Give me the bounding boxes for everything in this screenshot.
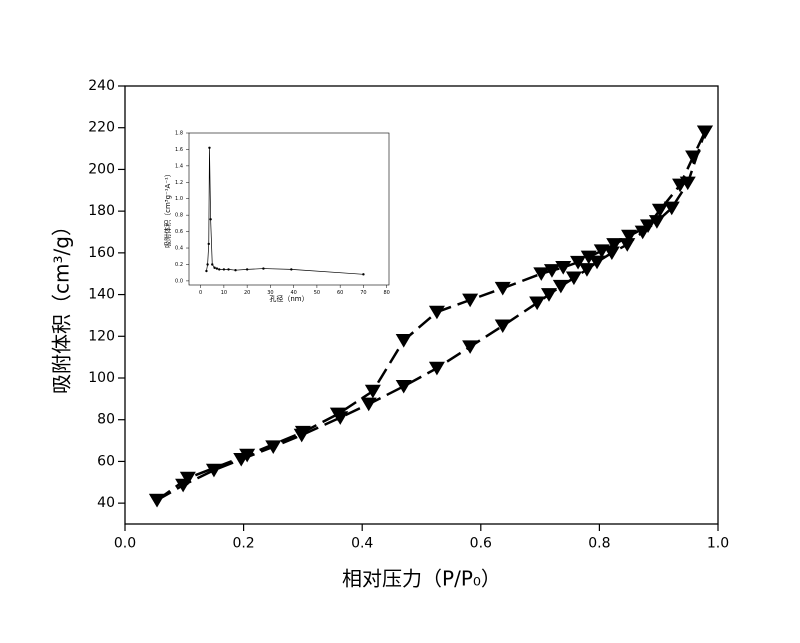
marker bbox=[552, 279, 569, 294]
marker bbox=[360, 397, 377, 412]
marker bbox=[533, 267, 550, 281]
x-tick-label: 80 bbox=[383, 290, 389, 296]
inset-background bbox=[189, 133, 389, 285]
y-tick-label: 0.0 bbox=[175, 278, 183, 284]
x-tick-label: 0.4 bbox=[351, 536, 373, 552]
marker bbox=[265, 440, 282, 455]
marker bbox=[570, 255, 587, 270]
x-tick-label: 70 bbox=[360, 290, 366, 296]
y-tick-label: 1.0 bbox=[175, 196, 183, 202]
marker bbox=[428, 305, 445, 320]
marker bbox=[206, 263, 209, 266]
plot-frame bbox=[124, 85, 719, 525]
y-axis-label: 吸附体积（cm³/g） bbox=[50, 216, 74, 394]
marker bbox=[696, 125, 713, 140]
marker bbox=[619, 238, 636, 252]
marker bbox=[222, 268, 226, 271]
y-tick-label: 0.8 bbox=[175, 213, 183, 219]
marker bbox=[685, 150, 702, 165]
marker bbox=[329, 407, 346, 422]
marker bbox=[606, 238, 623, 252]
marker bbox=[395, 334, 412, 348]
y-tick-label: 1.8 bbox=[175, 131, 183, 137]
x-axis-label: 孔径（nm） bbox=[269, 294, 308, 303]
marker bbox=[462, 340, 479, 354]
y-tick-label: 1.4 bbox=[175, 163, 183, 169]
y-tick-label: 100 bbox=[88, 370, 115, 386]
x-tick-label: 0.0 bbox=[114, 536, 136, 552]
y-tick-label: 240 bbox=[88, 78, 115, 94]
y-tick-label: 200 bbox=[88, 161, 115, 177]
y-tick-label: 60 bbox=[97, 453, 115, 469]
marker bbox=[290, 268, 293, 271]
marker bbox=[462, 293, 479, 308]
x-tick-label: 0.8 bbox=[588, 536, 610, 552]
x-tick-label: 0.6 bbox=[470, 536, 492, 552]
marker bbox=[234, 269, 237, 272]
marker bbox=[149, 493, 166, 508]
x-tick-label: 60 bbox=[337, 290, 343, 296]
y-tick-label: 40 bbox=[97, 495, 115, 511]
x-tick-label: 1.0 bbox=[707, 536, 729, 552]
x-axis-label: 相对压力（P/P₀） bbox=[342, 567, 501, 591]
y-tick-label: 220 bbox=[88, 120, 115, 136]
y-tick-label: 80 bbox=[97, 412, 115, 428]
marker bbox=[494, 281, 511, 296]
y-tick-label: 0.4 bbox=[175, 246, 183, 252]
marker bbox=[262, 267, 265, 270]
marker bbox=[529, 296, 546, 311]
y-tick-label: 180 bbox=[88, 203, 115, 219]
y-tick-label: 0.2 bbox=[175, 262, 183, 268]
x-tick-label: 40 bbox=[290, 290, 296, 296]
y-tick-label: 120 bbox=[88, 328, 115, 344]
marker bbox=[207, 242, 210, 246]
marker bbox=[208, 146, 211, 149]
marker bbox=[227, 268, 230, 271]
marker bbox=[621, 229, 638, 244]
marker bbox=[245, 268, 249, 271]
marker bbox=[209, 218, 212, 221]
y-axis-label: 吸附体积（cm³g⁻¹A⁻¹） bbox=[163, 170, 172, 248]
marker bbox=[651, 203, 668, 218]
marker bbox=[593, 244, 610, 258]
marker bbox=[215, 267, 219, 270]
marker bbox=[213, 266, 216, 269]
marker bbox=[565, 271, 582, 286]
y-tick-label: 1.2 bbox=[175, 180, 183, 186]
marker bbox=[663, 201, 680, 216]
marker bbox=[239, 448, 256, 463]
marker bbox=[364, 384, 381, 399]
marker bbox=[543, 264, 560, 278]
marker bbox=[494, 319, 511, 334]
x-tick-label: 20 bbox=[244, 290, 250, 296]
marker bbox=[205, 269, 208, 273]
marker bbox=[640, 219, 657, 233]
x-tick-label: 30 bbox=[267, 290, 273, 296]
marker bbox=[540, 288, 557, 302]
marker bbox=[395, 379, 412, 394]
marker bbox=[578, 263, 595, 277]
marker bbox=[603, 246, 620, 261]
x-tick-label: 0.2 bbox=[232, 536, 254, 552]
marker bbox=[428, 361, 445, 376]
marker bbox=[589, 255, 606, 270]
marker bbox=[294, 425, 311, 440]
y-tick-label: 160 bbox=[88, 245, 115, 261]
x-tick-label: 0 bbox=[199, 290, 202, 296]
marker bbox=[672, 178, 689, 193]
marker bbox=[179, 471, 196, 486]
plot-frame bbox=[188, 132, 390, 286]
series-line bbox=[206, 147, 364, 275]
x-tick-label: 50 bbox=[314, 290, 320, 296]
y-tick-label: 0.6 bbox=[175, 229, 183, 235]
y-tick-label: 140 bbox=[88, 287, 115, 303]
y-tick-label: 1.6 bbox=[175, 147, 183, 153]
marker bbox=[211, 263, 214, 266]
x-tick-label: 10 bbox=[221, 290, 227, 296]
marker bbox=[580, 250, 597, 265]
marker bbox=[555, 261, 572, 275]
marker bbox=[218, 268, 221, 271]
marker bbox=[362, 273, 365, 276]
